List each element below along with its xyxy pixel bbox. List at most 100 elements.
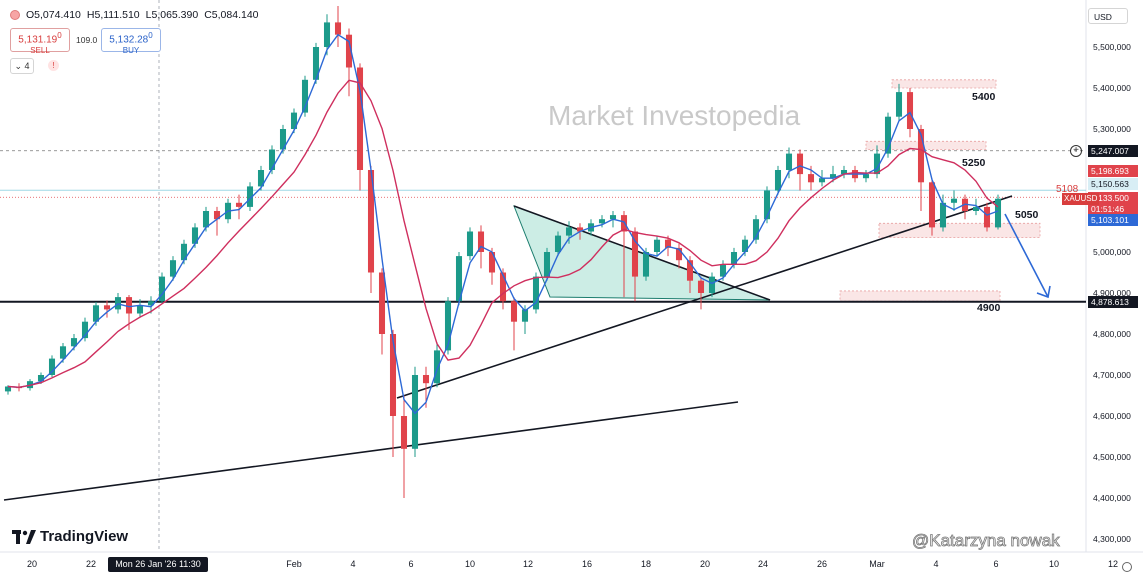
- candle-body[interactable]: [378, 272, 386, 335]
- candle-body[interactable]: [873, 153, 881, 175]
- symbol-icon[interactable]: [10, 10, 20, 20]
- candle-body[interactable]: [444, 301, 452, 351]
- candle-body[interactable]: [48, 358, 56, 375]
- candle-body[interactable]: [279, 129, 287, 150]
- candle-body[interactable]: [334, 22, 342, 35]
- candle-body[interactable]: [191, 227, 199, 244]
- candle-body[interactable]: [543, 252, 551, 277]
- candle-body[interactable]: [466, 231, 474, 257]
- candle-body[interactable]: [653, 239, 661, 252]
- settings-icon[interactable]: [1122, 562, 1132, 572]
- candle-body[interactable]: [697, 280, 705, 293]
- candle-body[interactable]: [862, 174, 870, 179]
- candle-body[interactable]: [895, 92, 903, 117]
- candle-body[interactable]: [532, 276, 540, 310]
- candle-body[interactable]: [807, 174, 815, 183]
- candle-body[interactable]: [554, 235, 562, 252]
- buy-button[interactable]: 5,132.280 BUY: [101, 28, 161, 55]
- support-resistance-zone[interactable]: [891, 79, 997, 89]
- candle-body[interactable]: [983, 206, 991, 228]
- candle-body[interactable]: [994, 198, 1002, 228]
- candle-body[interactable]: [664, 239, 672, 248]
- candle-body[interactable]: [323, 22, 331, 47]
- candle-body[interactable]: [455, 256, 463, 302]
- candle-body[interactable]: [81, 321, 89, 339]
- projection-arrow[interactable]: [1004, 213, 1049, 298]
- candle-body[interactable]: [37, 375, 45, 382]
- candle-body[interactable]: [972, 206, 980, 211]
- candle-body[interactable]: [235, 202, 243, 207]
- candle-body[interactable]: [796, 153, 804, 175]
- candle-body[interactable]: [411, 375, 419, 449]
- candle-body[interactable]: [389, 334, 397, 416]
- candle-body[interactable]: [312, 47, 320, 80]
- candle-body[interactable]: [686, 260, 694, 281]
- candle-body[interactable]: [103, 305, 111, 310]
- candle-body[interactable]: [488, 252, 496, 273]
- candle-body[interactable]: [213, 211, 221, 220]
- candle-body[interactable]: [884, 116, 892, 154]
- candle-body[interactable]: [301, 79, 309, 113]
- candle-body[interactable]: [92, 305, 100, 322]
- triangle-upper-trendline[interactable]: [513, 205, 771, 301]
- candle-body[interactable]: [246, 186, 254, 207]
- candle-body[interactable]: [257, 170, 265, 187]
- currency-selector[interactable]: USD: [1088, 8, 1128, 24]
- candle-body[interactable]: [785, 153, 793, 170]
- plus-icon[interactable]: +: [1070, 145, 1082, 157]
- candle-body[interactable]: [730, 252, 738, 265]
- candle-body[interactable]: [521, 309, 529, 322]
- candle-body[interactable]: [477, 231, 485, 253]
- candle-body[interactable]: [763, 190, 771, 220]
- candle-body[interactable]: [917, 129, 925, 183]
- candle-body[interactable]: [609, 215, 617, 220]
- sell-button[interactable]: 5,131.190 SELL: [10, 28, 70, 55]
- candle-body[interactable]: [928, 182, 936, 228]
- candle-body[interactable]: [774, 170, 782, 191]
- candle-body[interactable]: [829, 174, 837, 179]
- rising-trendline[interactable]: [396, 195, 1013, 399]
- candle-body[interactable]: [708, 276, 716, 293]
- candle-body[interactable]: [290, 112, 298, 129]
- candle-body[interactable]: [268, 149, 276, 171]
- candle-body[interactable]: [147, 301, 155, 306]
- candle-body[interactable]: [158, 276, 166, 302]
- candle-body[interactable]: [631, 231, 639, 277]
- candle-body[interactable]: [422, 375, 430, 384]
- tradingview-logo[interactable]: TradingView: [12, 528, 128, 545]
- indicators-toggle-button[interactable]: ⌄ 4: [10, 58, 34, 74]
- warning-icon[interactable]: !: [48, 60, 59, 71]
- candle-body[interactable]: [950, 198, 958, 203]
- candle-body[interactable]: [4, 386, 12, 392]
- candle-body[interactable]: [433, 350, 441, 384]
- support-resistance-zone[interactable]: [839, 290, 1001, 302]
- candle-body[interactable]: [576, 227, 584, 232]
- candle-body[interactable]: [367, 170, 375, 273]
- candle-body[interactable]: [642, 252, 650, 277]
- candle-body[interactable]: [400, 416, 408, 449]
- candle-body[interactable]: [818, 178, 826, 183]
- candle-body[interactable]: [906, 92, 914, 129]
- candle-body[interactable]: [136, 305, 144, 314]
- candle-body[interactable]: [598, 219, 606, 224]
- candle-body[interactable]: [345, 34, 353, 68]
- candle-body[interactable]: [59, 346, 67, 359]
- moving-average-fast[interactable]: [7, 33, 999, 415]
- candle-body[interactable]: [840, 170, 848, 175]
- candle-body[interactable]: [169, 260, 177, 277]
- candle-body[interactable]: [125, 297, 133, 314]
- candle-body[interactable]: [70, 338, 78, 347]
- candle-body[interactable]: [719, 264, 727, 277]
- candle-body[interactable]: [202, 211, 210, 228]
- candle-body[interactable]: [510, 301, 518, 322]
- candle-body[interactable]: [939, 202, 947, 228]
- long-term-trendline[interactable]: [3, 401, 739, 501]
- support-resistance-zone[interactable]: [865, 140, 987, 150]
- candle-body[interactable]: [356, 67, 364, 171]
- candle-body[interactable]: [499, 272, 507, 302]
- candle-body[interactable]: [180, 243, 188, 261]
- candle-body[interactable]: [675, 247, 683, 261]
- candle-body[interactable]: [565, 227, 573, 236]
- moving-average-slow[interactable]: [7, 79, 999, 389]
